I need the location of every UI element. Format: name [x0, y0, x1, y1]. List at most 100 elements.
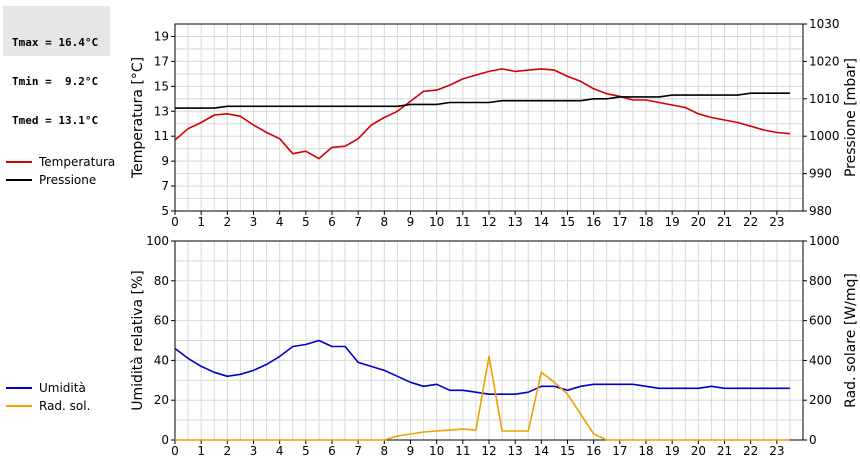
chart2-xtick-label: 5	[302, 444, 310, 458]
chart1-ytick-label: 15	[154, 79, 169, 93]
legend-item-temperatura: Temperatura	[6, 153, 115, 171]
chart1-xtick-label: 8	[381, 215, 389, 229]
chart2-xtick-label: 18	[638, 444, 653, 458]
legend-item-umidita: Umidità	[6, 379, 90, 397]
chart2-xtick-label: 1	[197, 444, 205, 458]
chart2-xtick-label: 10	[429, 444, 444, 458]
chart2-xtick-label: 17	[612, 444, 627, 458]
chart2-y2tick-label: 200	[809, 393, 832, 407]
chart1-y2tick-label: 1020	[809, 54, 840, 68]
legend-label-umidita: Umidità	[39, 381, 86, 395]
legend-label-pressione: Pressione	[39, 173, 97, 187]
chart1-ytick-label: 7	[161, 179, 169, 193]
chart2-ylabel: Umidità relativa [%]	[130, 270, 146, 411]
chart2-ytick-label: 40	[154, 353, 169, 367]
legend-swatch-pressione	[6, 179, 32, 181]
legend-swatch-umidita	[6, 387, 32, 389]
chart1-xtick-label: 5	[302, 215, 310, 229]
tmin-text: Tmin = 9.2°C	[12, 75, 99, 88]
chart2-xtick-label: 3	[250, 444, 258, 458]
chart1-xtick-label: 19	[665, 215, 680, 229]
chart1-xtick-label: 2	[224, 215, 232, 229]
chart1-y2label: Pressione [mbar]	[843, 58, 859, 177]
chart1-xtick-label: 7	[354, 215, 362, 229]
chart2-xtick-label: 6	[328, 444, 336, 458]
stats-box: Tmax = 16.4°C Tmin = 9.2°C Tmed = 13.1°C	[3, 6, 110, 127]
chart2-xtick-label: 19	[665, 444, 680, 458]
chart1-series-pressione-line	[175, 92, 790, 109]
chart1-xtick-label: 13	[508, 215, 523, 229]
chart1-ytick-label: 17	[154, 54, 169, 68]
chart1-xtick-label: 12	[481, 215, 496, 229]
chart2-ytick-label: 80	[154, 274, 169, 288]
chart2-y2tick-label: 0	[809, 433, 817, 447]
chart1-ytick-label: 13	[154, 104, 169, 118]
legend-swatch-rad-sol	[6, 405, 32, 407]
chart2-xtick-label: 2	[224, 444, 232, 458]
chart1-xtick-label: 10	[429, 215, 444, 229]
chart2-xtick-label: 9	[407, 444, 415, 458]
chart1-xtick-label: 18	[638, 215, 653, 229]
chart1-xtick-label: 6	[328, 215, 336, 229]
chart1-xtick-label: 17	[612, 215, 627, 229]
chart1-y2tick-label: 980	[809, 204, 832, 218]
chart2-y2tick-label: 1000	[809, 234, 840, 248]
chart1-xtick-label: 23	[769, 215, 784, 229]
chart2-xtick-label: 12	[481, 444, 496, 458]
chart2-y2tick-label: 400	[809, 353, 832, 367]
legend-swatch-temperatura	[6, 161, 32, 163]
chart1-xtick-label: 15	[560, 215, 575, 229]
legend-item-pressione: Pressione	[6, 171, 115, 189]
chart1-y2tick-label: 1000	[809, 129, 840, 143]
chart2-xtick-label: 13	[508, 444, 523, 458]
legend-bottom: Umidità Rad. sol.	[6, 379, 90, 415]
chart1-ytick-label: 5	[161, 204, 169, 218]
tmax-text: Tmax = 16.4°C	[12, 36, 99, 49]
legend-label-temperatura: Temperatura	[39, 155, 116, 169]
chart2-xtick-label: 0	[171, 444, 179, 458]
legend-top: Temperatura Pressione	[6, 153, 115, 189]
chart1-ytick-label: 11	[154, 129, 169, 143]
chart1-y2tick-label: 990	[809, 167, 832, 181]
chart1-xtick-label: 9	[407, 215, 415, 229]
chart2-xtick-label: 22	[743, 444, 758, 458]
chart1-xtick-label: 20	[691, 215, 706, 229]
chart2-xtick-label: 11	[455, 444, 470, 458]
chart2-series-rad-sol-line	[175, 355, 790, 441]
chart2-ytick-label: 0	[161, 433, 169, 447]
chart1-y2tick-label: 1030	[809, 17, 840, 31]
chart1-xtick-label: 14	[534, 215, 549, 229]
chart2-ytick-label: 20	[154, 393, 169, 407]
tmed-text: Tmed = 13.1°C	[12, 114, 99, 127]
chart1-ytick-label: 19	[154, 29, 169, 43]
chart1-ylabel: Temperatura [°C]	[130, 57, 146, 179]
chart2-ytick-label: 100	[146, 234, 169, 248]
chart2-ytick-label: 60	[154, 314, 169, 328]
chart2-xtick-label: 8	[381, 444, 389, 458]
chart1-xtick-label: 22	[743, 215, 758, 229]
chart1-xtick-label: 16	[586, 215, 601, 229]
chart2-y2tick-label: 600	[809, 314, 832, 328]
legend-item-rad-sol: Rad. sol.	[6, 397, 90, 415]
chart1-xtick-label: 3	[250, 215, 258, 229]
chart2-y2label: Rad. solare [W/mq]	[843, 273, 859, 408]
legend-label-rad-sol: Rad. sol.	[39, 399, 91, 413]
chart1-xtick-label: 1	[197, 215, 205, 229]
chart2-xtick-label: 23	[769, 444, 784, 458]
chart2-xtick-label: 15	[560, 444, 575, 458]
chart2-xtick-label: 14	[534, 444, 549, 458]
chart2-y2tick-label: 800	[809, 274, 832, 288]
chart2-series-umidit-line	[174, 339, 790, 396]
chart2-xtick-label: 4	[276, 444, 284, 458]
chart2-xtick-label: 20	[691, 444, 706, 458]
chart1-xtick-label: 0	[171, 215, 179, 229]
chart2-xtick-label: 7	[354, 444, 362, 458]
chart2-xtick-label: 21	[717, 444, 732, 458]
chart1-xtick-label: 4	[276, 215, 284, 229]
chart1-series-temperatura-line	[174, 68, 790, 160]
chart1-xtick-label: 21	[717, 215, 732, 229]
chart1-y2tick-label: 1010	[809, 92, 840, 106]
chart2-xtick-label: 16	[586, 444, 601, 458]
chart1-ytick-label: 9	[161, 154, 169, 168]
